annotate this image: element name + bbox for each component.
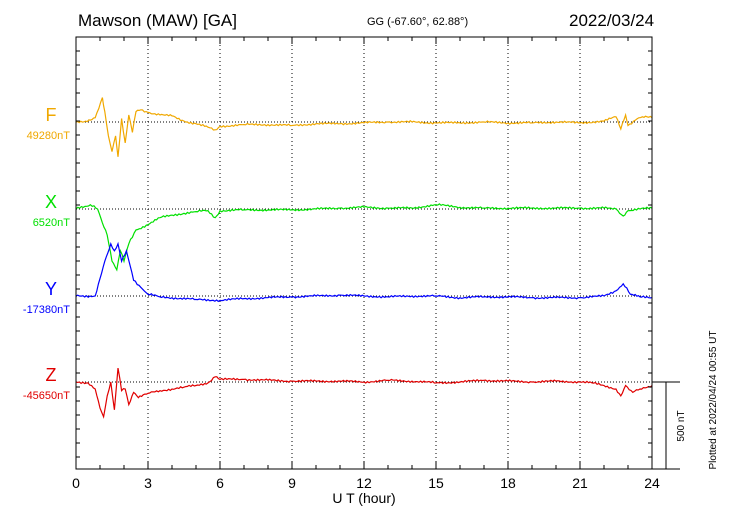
station-coords: GG (-67.60°, 62.88°) bbox=[367, 16, 468, 28]
grid bbox=[147, 37, 581, 469]
x-tick-label: 6 bbox=[216, 475, 224, 491]
x-tick-label: 18 bbox=[500, 475, 516, 491]
station-title: Mawson (MAW) [GA] bbox=[78, 11, 237, 30]
scale-bar-label: 500 nT bbox=[676, 410, 687, 441]
plot-date: 2022/03/24 bbox=[569, 11, 654, 30]
series-baseline-label-x: 6520nT bbox=[33, 217, 71, 229]
series-baseline-label-y: -17380nT bbox=[23, 304, 70, 316]
series-baseline-label-z: -45650nT bbox=[23, 390, 70, 402]
series-name-z: Z bbox=[46, 365, 57, 385]
series-name-x: X bbox=[45, 192, 57, 212]
x-axis-ticks: 0 3 6 9 12 15 18 21 24 bbox=[72, 37, 660, 491]
x-tick-label: 15 bbox=[428, 475, 444, 491]
series-line-z bbox=[75, 367, 653, 419]
scale-bar: 500 nT bbox=[652, 381, 687, 470]
x-tick-label: 3 bbox=[144, 475, 152, 491]
x-tick-label: 21 bbox=[572, 475, 588, 491]
series-baseline-label-f: 49280nT bbox=[27, 130, 71, 142]
series-name-f: F bbox=[46, 105, 57, 125]
series-name-y: Y bbox=[45, 279, 57, 299]
series-line-f bbox=[75, 97, 653, 157]
x-axis-label: U T (hour) bbox=[332, 490, 395, 506]
x-tick-label: 9 bbox=[288, 475, 296, 491]
series-line-x bbox=[75, 203, 653, 272]
series-layer: F 49280nT X 6520nT Y -17380nT Z -45650nT bbox=[23, 97, 653, 419]
plotted-note: Plotted at 2022/04/24 00:55 UT bbox=[708, 331, 719, 470]
x-tick-label: 24 bbox=[644, 475, 660, 491]
series-line-y bbox=[75, 241, 653, 303]
x-tick-label: 12 bbox=[356, 475, 372, 491]
x-tick-label: 0 bbox=[72, 475, 80, 491]
